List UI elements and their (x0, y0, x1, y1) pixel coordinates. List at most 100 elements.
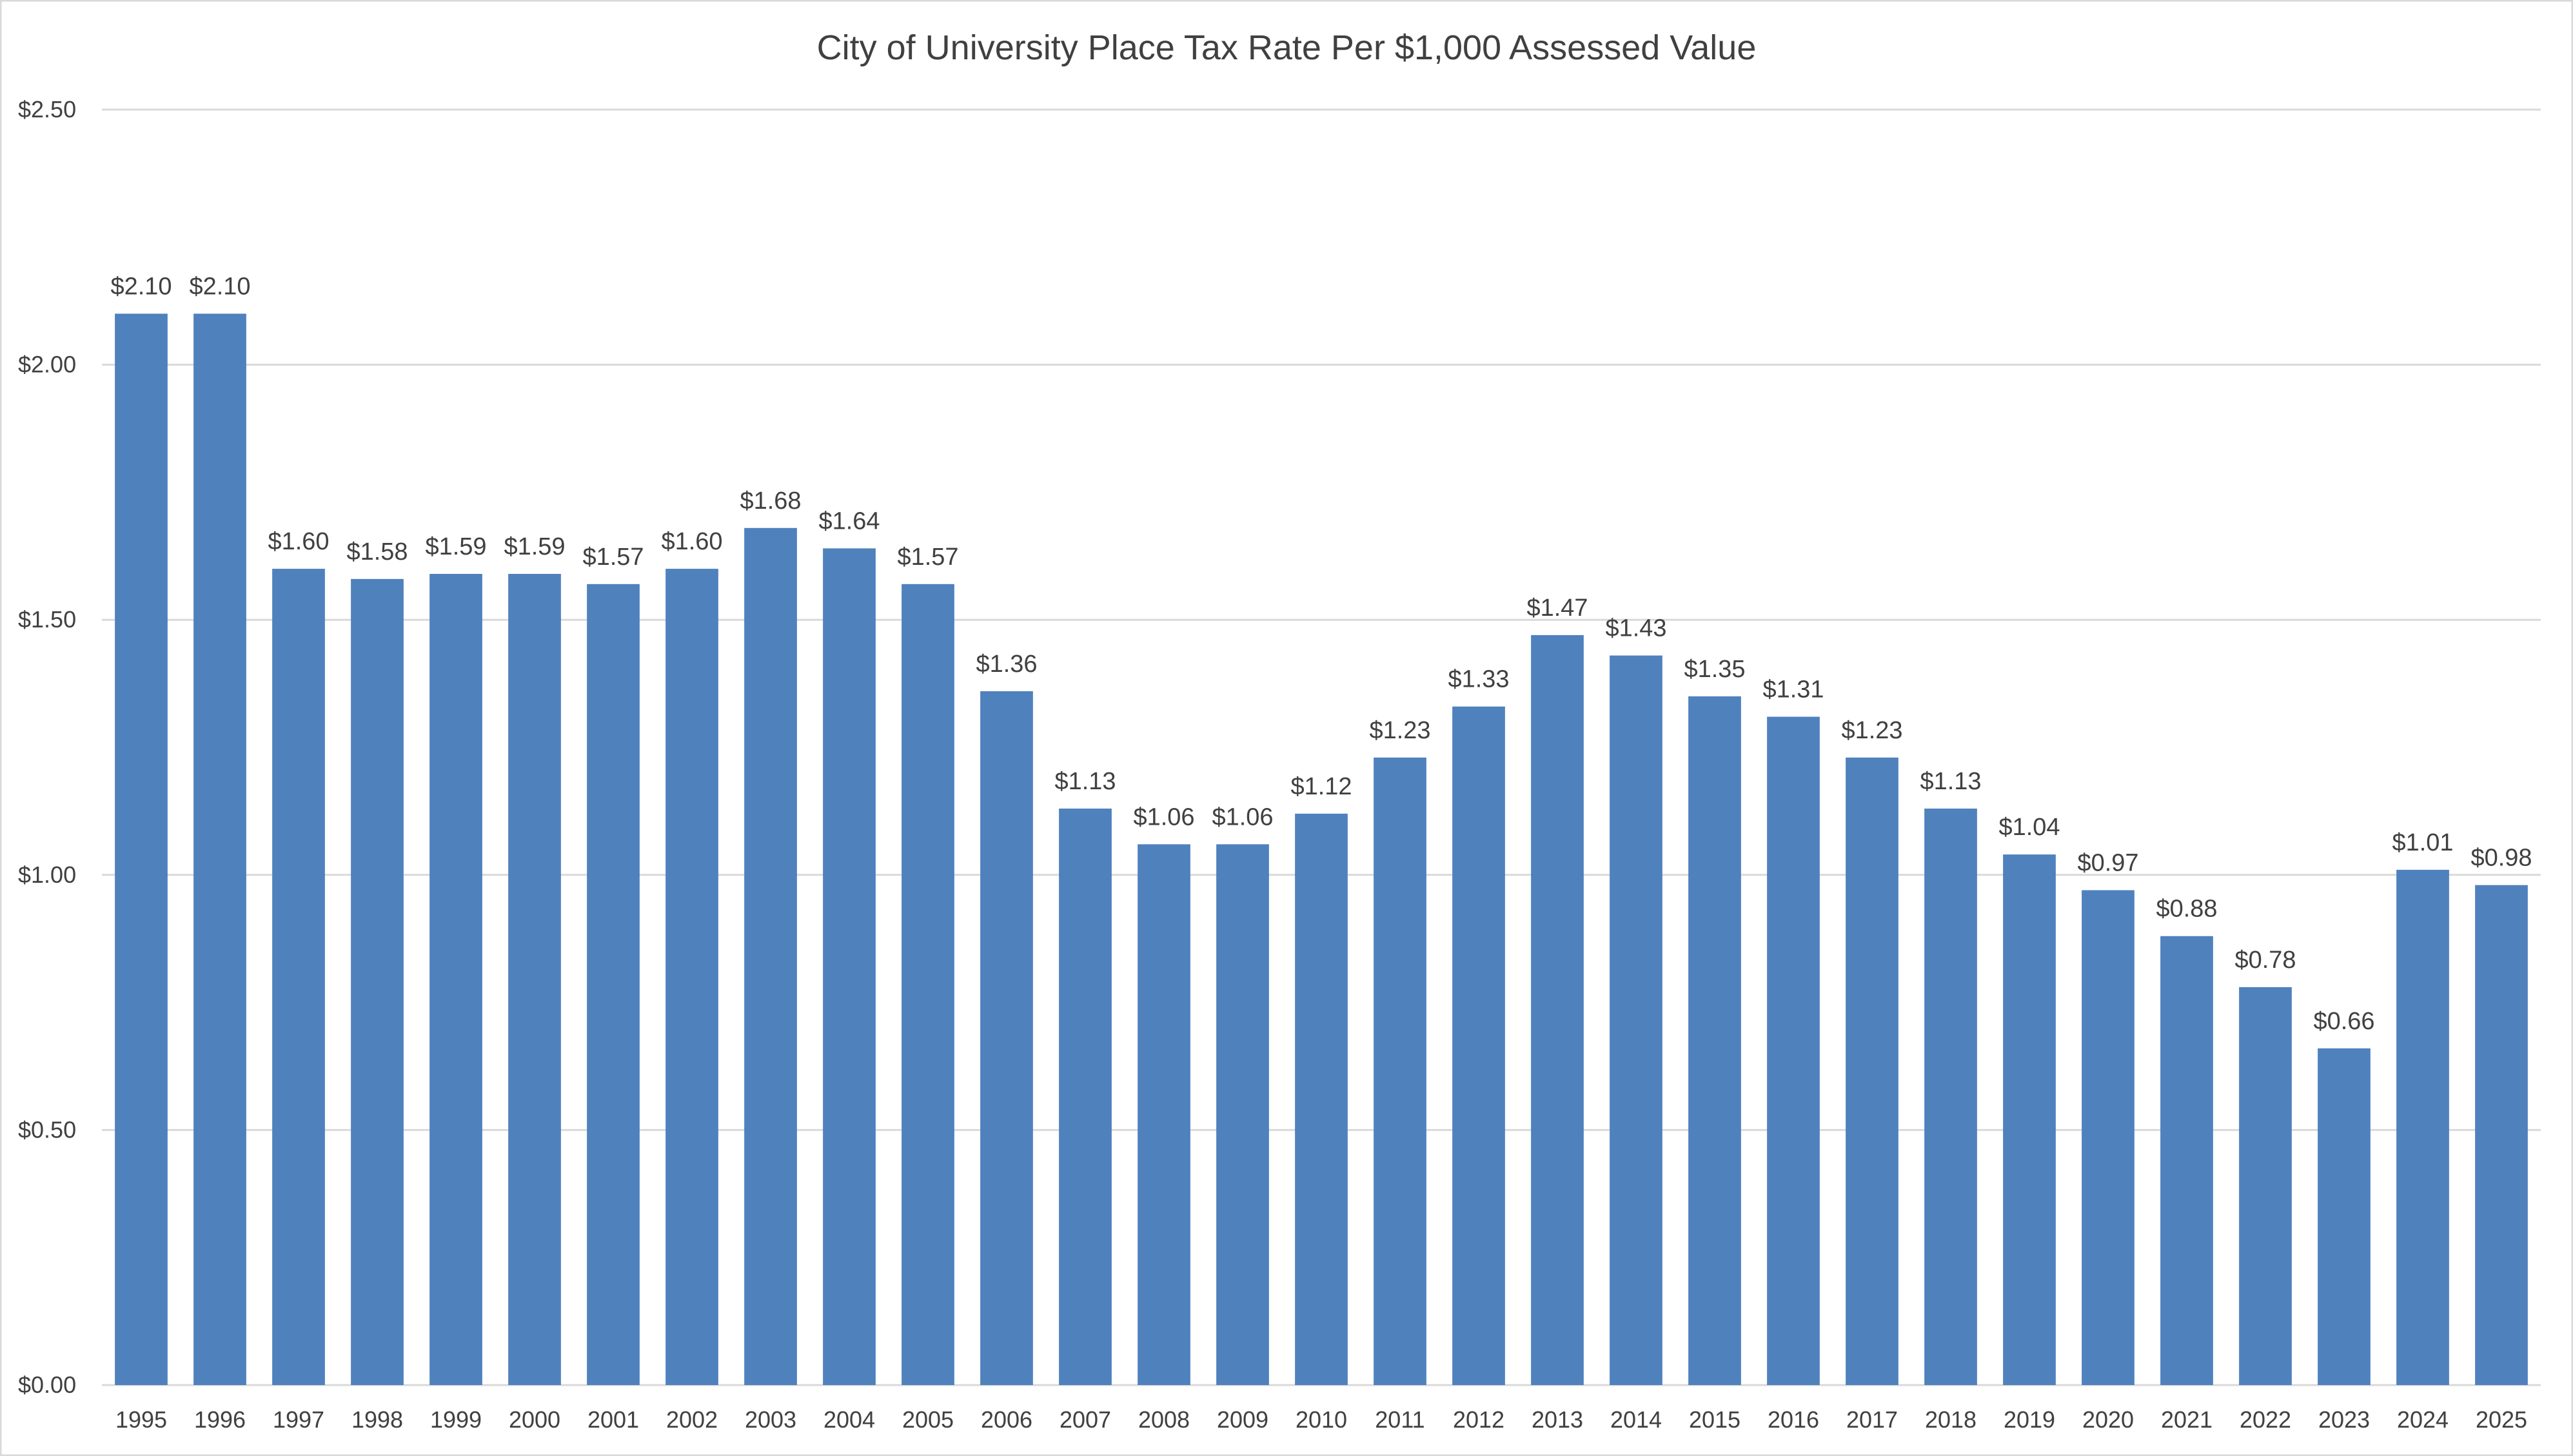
data-label: $1.35 (1684, 656, 1745, 683)
y-tick-label: $1.00 (18, 861, 76, 888)
x-tick-label: 2023 (2318, 1406, 2370, 1433)
x-tick-label: 2003 (745, 1406, 796, 1433)
x-tick-label: 2011 (1375, 1406, 1425, 1433)
x-tick-label: 1999 (430, 1406, 482, 1433)
bar-1995 (115, 313, 168, 1386)
bar-2003 (744, 527, 797, 1386)
data-label: $1.57 (582, 544, 644, 571)
y-tick-label: $0.50 (18, 1116, 76, 1143)
x-tick-label: 2005 (902, 1406, 954, 1433)
data-label: $1.01 (2392, 829, 2453, 856)
bar-2022 (2239, 987, 2292, 1385)
bar-2000 (508, 573, 561, 1386)
x-tick-label: 2004 (823, 1406, 875, 1433)
data-label: $1.23 (1841, 717, 1902, 744)
x-tick-label: 2002 (666, 1406, 718, 1433)
bar-2002 (665, 569, 718, 1385)
bar-2021 (2160, 936, 2213, 1385)
bar-2004 (823, 548, 876, 1385)
bar-2009 (1216, 844, 1269, 1385)
data-label: $1.36 (976, 651, 1037, 678)
bar-2013 (1531, 635, 1584, 1385)
bar-2011 (1374, 757, 1426, 1385)
data-label: $0.88 (2156, 896, 2217, 923)
bar-2007 (1059, 808, 1112, 1385)
data-label: $1.43 (1605, 615, 1666, 642)
bar-2005 (902, 584, 954, 1386)
x-tick-label: 2024 (2397, 1406, 2449, 1433)
x-tick-label: 2009 (1217, 1406, 1268, 1433)
bar-1998 (351, 578, 404, 1385)
data-label: $0.98 (2470, 845, 2532, 872)
bar-1996 (193, 313, 246, 1386)
data-label: $2.10 (110, 273, 172, 300)
bar-1997 (272, 569, 325, 1385)
x-tick-label: 2013 (1532, 1406, 1583, 1433)
bar-2017 (1846, 757, 1898, 1385)
y-tick-label: $2.00 (18, 351, 76, 378)
x-tick-label: 2017 (1846, 1406, 1898, 1433)
data-label: $1.60 (661, 528, 722, 555)
data-label: $1.57 (897, 544, 958, 571)
x-tick-label: 1995 (115, 1406, 167, 1433)
bar-2024 (2396, 869, 2449, 1385)
bar-2016 (1767, 716, 1820, 1385)
x-tick-label: 2020 (2082, 1406, 2134, 1433)
data-label: $0.97 (2077, 850, 2138, 877)
data-label: $0.66 (2313, 1008, 2374, 1035)
chart-title: City of University Place Tax Rate Per $1… (817, 28, 1757, 67)
data-label: $1.13 (1920, 768, 1981, 795)
x-tick-label: 2025 (2476, 1406, 2527, 1433)
data-label: $1.59 (504, 533, 565, 560)
y-tick-label: $1.50 (18, 606, 76, 633)
bar-2006 (980, 691, 1033, 1385)
y-tick-label: $2.50 (18, 96, 76, 123)
x-tick-label: 1996 (194, 1406, 246, 1433)
x-tick-label: 2010 (1296, 1406, 1347, 1433)
x-tick-label: 1997 (273, 1406, 324, 1433)
x-tick-label: 2015 (1689, 1406, 1740, 1433)
x-tick-label: 2016 (1768, 1406, 1819, 1433)
bar-2023 (2318, 1048, 2371, 1385)
x-tick-label: 2006 (981, 1406, 1032, 1433)
y-tick-label: $0.00 (18, 1372, 76, 1398)
data-label: $1.23 (1369, 717, 1430, 744)
bar-2001 (587, 584, 640, 1386)
data-label: $1.13 (1054, 768, 1116, 795)
data-label: $1.64 (818, 507, 880, 535)
x-tick-label: 2000 (509, 1406, 560, 1433)
bar-2012 (1452, 706, 1505, 1385)
x-tick-label: 1998 (351, 1406, 403, 1433)
bar-2018 (1924, 808, 1977, 1385)
data-label: $1.06 (1133, 803, 1194, 831)
x-tick-label: 2014 (1610, 1406, 1662, 1433)
data-label: $1.47 (1526, 595, 1588, 622)
data-label: $1.31 (1762, 676, 1824, 703)
x-tick-label: 2008 (1138, 1406, 1190, 1433)
bar-2008 (1138, 844, 1190, 1385)
bar-2020 (2082, 890, 2134, 1385)
data-label: $1.60 (268, 528, 329, 555)
bar-2019 (2003, 854, 2056, 1385)
x-tick-label: 2012 (1453, 1406, 1504, 1433)
bar-2014 (1610, 655, 1662, 1385)
data-label: $1.59 (425, 533, 486, 560)
x-tick-label: 2007 (1060, 1406, 1111, 1433)
data-label: $1.68 (740, 487, 801, 515)
data-label: $1.06 (1212, 803, 1273, 831)
data-label: $2.10 (189, 273, 250, 300)
data-label: $0.78 (2234, 947, 2296, 974)
x-tick-label: 2018 (1925, 1406, 1977, 1433)
x-tick-label: 2022 (2240, 1406, 2291, 1433)
bar-2025 (2475, 885, 2528, 1385)
bar-2015 (1688, 696, 1741, 1385)
data-label: $1.58 (346, 538, 408, 566)
data-label: $1.04 (1998, 814, 2060, 841)
data-label: $1.12 (1290, 773, 1352, 800)
x-tick-label: 2001 (587, 1406, 639, 1433)
bar-1999 (429, 573, 482, 1386)
x-tick-label: 2021 (2161, 1406, 2213, 1433)
x-tick-label: 2019 (2004, 1406, 2055, 1433)
